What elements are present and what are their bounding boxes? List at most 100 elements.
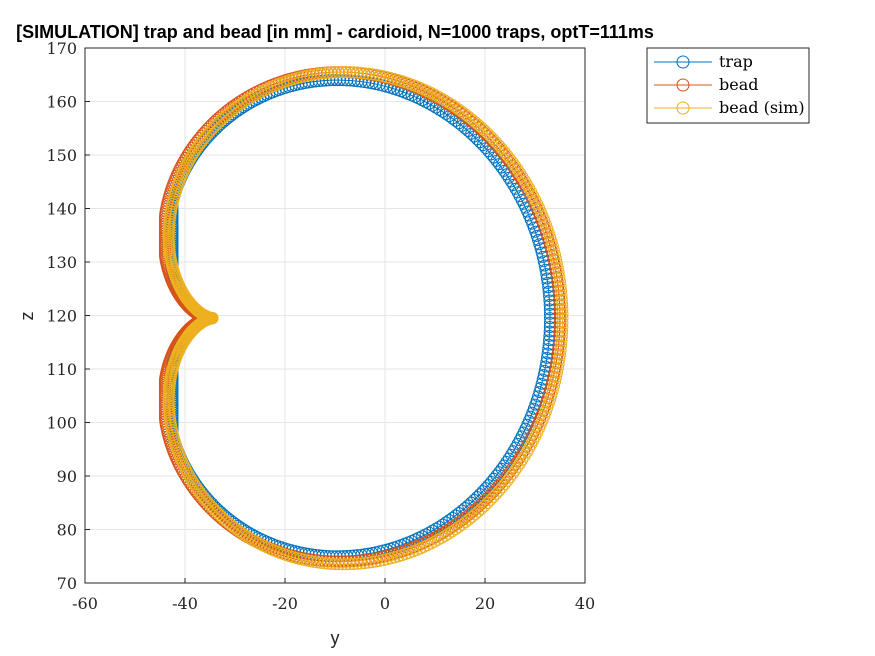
y-tick-label: 80	[57, 521, 77, 540]
data-point	[535, 377, 548, 390]
data-point	[544, 312, 556, 325]
y-tick-label: 70	[57, 574, 77, 593]
data-point	[554, 348, 567, 361]
data-point	[202, 127, 215, 140]
data-point	[556, 325, 569, 338]
data-point	[547, 379, 560, 392]
data-point	[549, 248, 562, 261]
data-point	[556, 312, 569, 325]
data-point	[556, 307, 569, 320]
legend-marker-bead	[676, 78, 690, 92]
legend-label-trap: trap	[719, 52, 753, 71]
data-point	[198, 132, 211, 145]
data-point	[459, 516, 472, 529]
y-tick-label: 100	[46, 414, 77, 433]
data-point	[208, 120, 221, 133]
data-point	[553, 271, 566, 284]
series-bead-sim	[162, 66, 569, 571]
data-point	[452, 520, 465, 533]
plot-area	[159, 66, 569, 571]
data-point	[545, 235, 558, 248]
y-tick-label: 140	[46, 200, 77, 219]
data-point	[204, 499, 217, 512]
data-point	[215, 113, 228, 126]
legend: trap bead bead (sim)	[646, 47, 810, 124]
data-point	[556, 321, 569, 334]
legend-entry-bead-sim: bead (sim)	[654, 98, 805, 117]
data-point	[543, 316, 556, 329]
data-point	[542, 343, 555, 356]
data-point	[554, 275, 567, 288]
data-point	[536, 373, 549, 386]
data-point	[439, 94, 452, 107]
data-point	[222, 516, 235, 529]
data-point	[551, 362, 564, 375]
data-point	[538, 364, 551, 377]
data-point	[366, 68, 379, 81]
data-point	[555, 339, 568, 352]
data-point	[520, 446, 533, 458]
data-point	[534, 381, 547, 394]
chart-title: [SIMULATION] trap and bead [in mm] - car…	[16, 22, 654, 42]
data-point	[377, 554, 390, 567]
x-tick-label: -60	[72, 594, 98, 613]
data-point	[541, 276, 554, 289]
data-point	[373, 69, 386, 82]
data-point	[202, 497, 215, 509]
data-point	[449, 101, 462, 114]
data-point	[200, 129, 213, 142]
data-point	[546, 240, 559, 253]
data-point	[555, 293, 568, 306]
x-tick-label: 20	[475, 594, 495, 613]
data-point	[547, 244, 560, 257]
data-point	[543, 290, 556, 303]
legend-entry-trap: trap	[654, 52, 753, 71]
y-tick-label: 110	[46, 360, 77, 379]
legend-marker-bead-sim	[676, 101, 690, 115]
x-axis-label: y	[331, 628, 340, 648]
legend-label-bead-sim: bead (sim)	[719, 98, 805, 117]
data-point	[436, 518, 449, 531]
data-point	[449, 523, 462, 536]
y-tick-label: 170	[46, 39, 77, 58]
data-point	[551, 262, 564, 275]
data-point	[452, 103, 465, 116]
data-point	[543, 307, 556, 320]
data-point	[445, 525, 458, 538]
data-point	[178, 459, 191, 472]
data-point	[432, 90, 445, 103]
data-point	[206, 501, 219, 514]
legend-label-bead: bead	[719, 75, 759, 94]
data-point	[555, 289, 568, 302]
data-point	[541, 347, 554, 360]
data-point	[215, 510, 228, 523]
x-tick-label: 40	[575, 594, 595, 613]
y-tick-label: 160	[46, 93, 77, 112]
data-point	[442, 527, 455, 540]
data-point	[556, 303, 569, 316]
grid	[84, 47, 586, 584]
data-point	[206, 122, 219, 135]
data-point	[217, 111, 230, 124]
data-point	[435, 531, 448, 544]
data-point	[543, 294, 556, 307]
data-point	[449, 509, 462, 522]
data-point	[518, 174, 531, 187]
data-point	[369, 68, 382, 81]
x-tick-label: -40	[172, 594, 198, 613]
data-point	[556, 298, 569, 311]
data-point	[443, 514, 456, 527]
data-point	[545, 388, 558, 401]
data-point	[550, 371, 563, 384]
data-point	[446, 511, 459, 524]
y-tick-label: 90	[57, 467, 77, 486]
data-point	[456, 518, 469, 531]
data-point	[542, 281, 555, 294]
data-point	[442, 96, 455, 109]
y-tick-label: 120	[46, 307, 77, 326]
data-point	[551, 257, 564, 270]
legend-entry-bead: bead	[654, 75, 759, 94]
data-point	[543, 303, 556, 316]
legend-marker-trap	[676, 55, 690, 69]
